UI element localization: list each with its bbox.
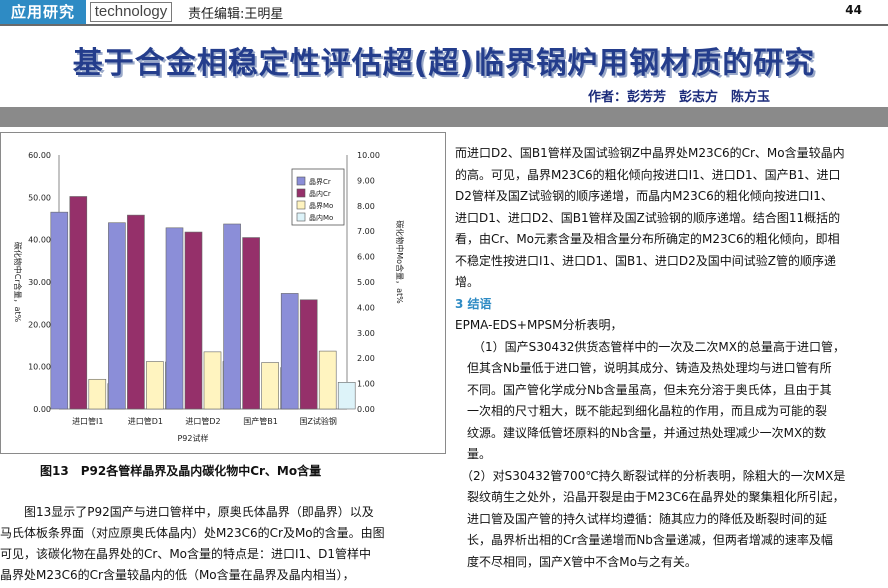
left-tick-label: 40.00 [28,236,51,245]
body-line: 不稳定性按进口I1、进口D1、国B1、进口D2及国中间试验Z管的顺序递 [455,253,837,268]
figure-13-chart: 0.00 10.00 20.00 30.00 40.00 50.00 60.00 0.00 1.… [0,132,446,454]
item2-line: 长，晶界析出相的Cr含量递增而Nb含量递减，但两者增减的速率及幅 [455,533,833,547]
right-tick-label: 6.00 [357,253,375,262]
section-label: 应用研究 [0,0,86,24]
left-tick-label: 50.00 [28,193,51,202]
body-line: 增。 [455,275,480,289]
right-tick-label: 9.00 [357,176,375,185]
editor-credit: 责任编辑:王明星 [188,7,284,22]
article-authors: 作者：彭芳芳 彭志方 陈方玉 [587,90,770,105]
category-label: 进口管I1 [72,416,103,426]
section-label-en: technology [90,2,172,22]
left-body-line: 晶界处M23C6的Cr含量较晶内的低（Mo含量在晶界及晶内相当）， [0,568,355,582]
bar-晶界Mo [146,361,164,410]
category-label: 进口管D1 [128,416,163,426]
item1-line: （1）国产S30432供货态管样中的一次及二次MX的总量高于进口管， [455,339,846,354]
legend-label: 晶内Cr [309,189,331,198]
left-tick-label: 60.00 [28,151,51,160]
article-title: 基于合金相稳定性评估超(超)临界锅炉用钢材质的研究 [72,46,816,81]
item1-line: 一次相的尺寸粗大，既不能起到细化晶粒的作用，而且成为可能的裂 [455,404,828,418]
left-body-line: 可见，该碳化物在晶界处的Cr、Mo含量的特点是：进口I1、D1管样中 [0,547,372,561]
legend-swatch [296,176,306,186]
page-header: 应用研究 technology 责任编辑:王明星 44 [0,0,888,24]
category-label: 进口管D2 [185,416,220,426]
right-body-text: 而进口D2、国B1管样及国试验钢Z中晶界处M23C6的Cr、Mo含量较晶内 的高… [455,143,888,573]
bar-晶内Cr [127,214,145,410]
bar-晶界Mo [318,350,337,410]
legend-label: 晶界Mo [309,202,333,210]
intro-line: EPMA-EDS+MPSM分析表明， [455,318,623,332]
right-tick-label: 3.00 [357,329,375,338]
right-axis-title: 碳化物中Mo含量，at% [395,220,405,304]
legend-label: 晶界Cr [309,178,331,186]
right-tick-label: 5.00 [357,278,375,287]
legend-swatch [296,212,306,222]
left-axis-title: 碳化物中Cr含量，at% [13,242,23,323]
chart-svg: 0.00 10.00 20.00 30.00 40.00 50.00 60.00 0.00 1.… [13,151,405,443]
divider-band [0,107,888,127]
right-tick-label: 2.00 [357,354,375,363]
page-number: 44 [845,3,862,17]
bar-晶界Mo [88,378,107,410]
body-line: 进口D1、进口D2、国B1管样及国Z试验钢的顺序递增。结合图11概括的 [455,210,841,225]
bar-晶界Mo [203,351,222,410]
legend-swatch [296,188,306,198]
left-tick-label: 10.00 [28,363,51,372]
body-line: 看，由Cr、Mo元素含量及相含量分布所确定的M23C6的粗化倾向，即相 [455,232,840,246]
item1-line: 不同。国产管化学成分Nb含量虽高，但未充分溶于奥氏体，且由于其 [455,382,832,397]
x-axis-title: P92试样 [177,433,208,443]
right-tick-label: 7.00 [357,227,375,236]
category-label: 国Z试验钢 [299,416,336,426]
bar-晶内Mo [337,382,356,410]
bar-晶界Mo [261,362,279,410]
bar-晶界Cr [223,223,241,410]
right-tick-label: 8.00 [357,202,375,211]
left-tick-label: 30.00 [28,278,51,287]
left-body-text: 图13显示了P92国产与进口管样中，原奥氏体晶界（即晶界）以及 马氏体板条界面（… [0,502,446,586]
figure-caption: 图13 P92各管样晶界及晶内碳化物中Cr、Mo含量 [40,464,322,478]
right-tick-label: 0.00 [357,405,375,414]
category-label: 国产管B1 [243,416,278,426]
bar-晶内Cr [69,196,88,410]
bar-晶内Cr [184,231,203,410]
bar-晶界Cr [50,211,69,410]
item2-line: （2）对S30432管700℃持久断裂试样的分析表明，除粗大的一次MX是 [455,468,846,483]
section-heading: 3 结语 [455,296,492,311]
item2-line: 进口管及国产管的持久试样均遵循：随其应力的降低及断裂时间的延 [455,511,828,526]
body-line: 而进口D2、国B1管样及国试验钢Z中晶界处M23C6的Cr、Mo含量较晶内 [455,146,845,160]
item1-line: 量。 [455,447,492,461]
left-tick-label: 0.00 [33,405,51,414]
left-tick-label: 20.00 [28,320,51,329]
bar-晶界Cr [165,227,184,410]
item1-line: 但其含Nb量低于进口管，说明其成分、铸造及热处理均与进口管有所 [455,361,832,375]
item1-line: 纹源。建议降低管坯原料的Nb含量，并通过热处理减少一次MX的数 [455,425,827,440]
body-line: 的高。可见，晶界M23C6的粗化倾向按进口I1、进口D1、国产B1、进口 [455,167,841,182]
right-tick-label: 1.00 [357,380,375,389]
left-body-line: 马氏体板条界面（对应原奥氏体晶内）处M23C6的Cr及Mo的含量。由图 [0,526,385,540]
right-tick-label: 4.00 [357,303,375,312]
bar-晶界Cr [108,222,126,410]
left-body-line: 图13显示了P92国产与进口管样中，原奥氏体晶界（即晶界）以及 [0,505,374,519]
bar-晶内Cr [299,299,318,410]
item2-line: 度不尽相同，国产X管中不含Mo与之有关。 [455,554,697,569]
item2-line: 裂纹萌生之处外，沿晶开裂是由于M23C6在晶界处的聚集粗化所引起， [455,490,845,504]
bar-晶内Cr [242,237,260,410]
legend-swatch [296,200,306,210]
bar-晶界Cr [280,293,299,410]
header-rule [0,24,888,26]
right-tick-label: 10.00 [357,151,380,160]
body-line: D2管样及国Z试验钢的顺序递增，而晶内M23C6的粗化倾向按进口I1、 [455,189,833,203]
legend-label: 晶内Mo [309,213,333,222]
